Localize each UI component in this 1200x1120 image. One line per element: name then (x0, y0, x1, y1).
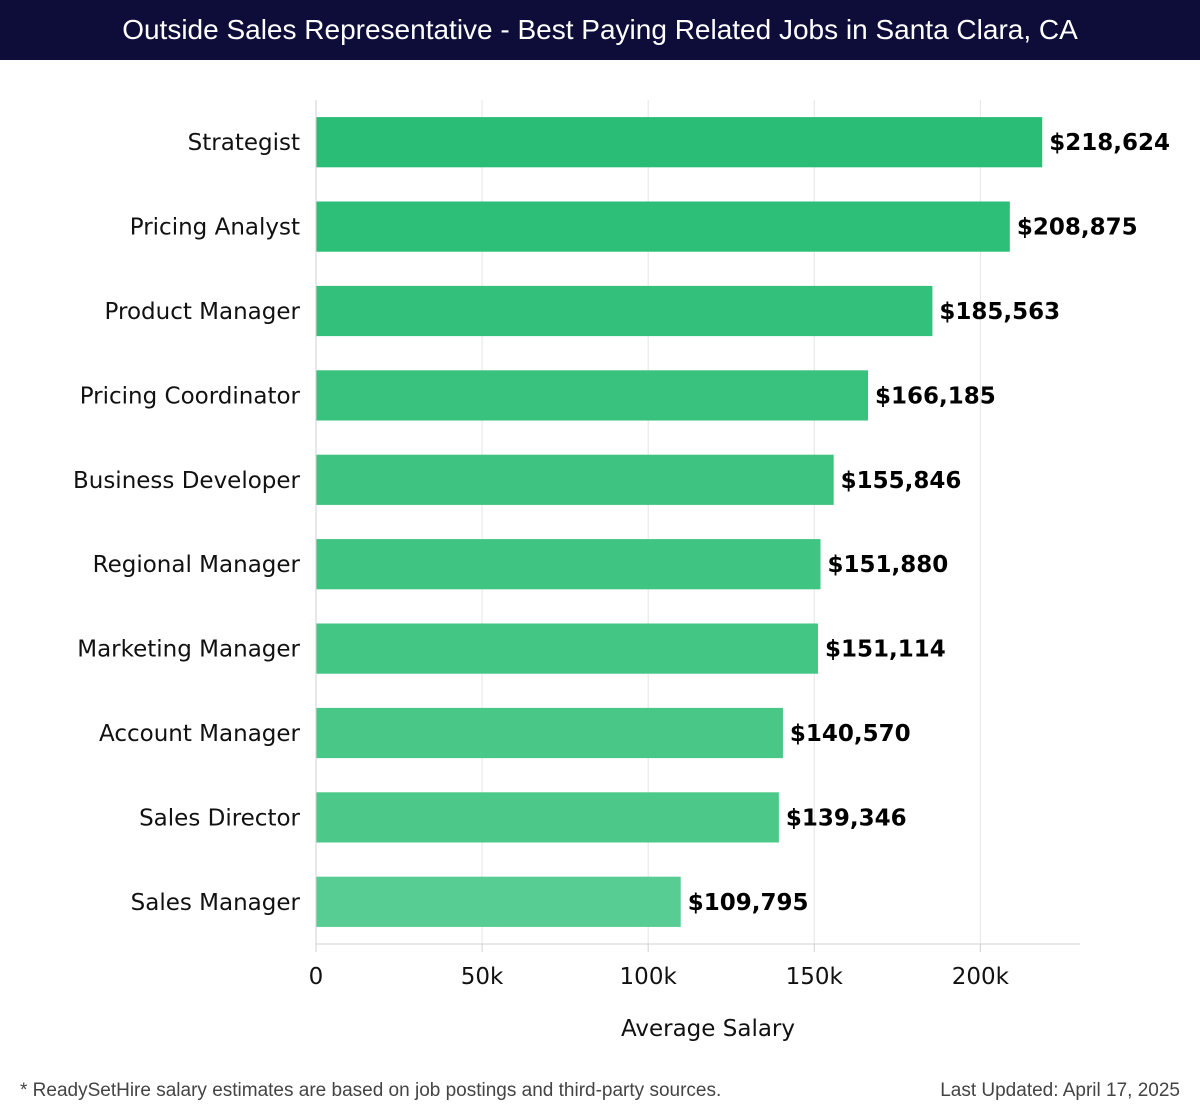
value-label: $208,875 (1017, 215, 1138, 241)
tick-label: 50k (461, 964, 504, 990)
x-axis-title: Average Salary (621, 1016, 795, 1042)
value-label: $151,880 (828, 552, 949, 578)
category-label: Sales Director (139, 805, 300, 831)
chart-title: Outside Sales Representative - Best Payi… (0, 0, 1200, 60)
bar-chart: Strategist $218,624 Pricing Analyst $208,87… (73, 100, 1170, 1042)
bar (316, 876, 681, 927)
value-label: $155,846 (841, 468, 962, 494)
value-label: $151,114 (825, 637, 946, 663)
tick-label: 100k (620, 964, 678, 990)
tick-label: 0 (309, 964, 324, 990)
bar (316, 370, 869, 421)
bar (316, 707, 783, 759)
bar (316, 117, 1043, 168)
bar (316, 454, 834, 505)
value-label: $166,185 (875, 383, 996, 409)
category-label: Sales Manager (131, 890, 301, 916)
bar (316, 285, 933, 337)
tick-label: 200k (952, 964, 1010, 990)
value-label: $140,570 (790, 721, 911, 747)
value-label: $185,563 (939, 299, 1060, 325)
category-label: Strategist (188, 130, 300, 156)
bar (316, 539, 821, 590)
category-label: Business Developer (73, 468, 301, 494)
category-label: Pricing Analyst (130, 215, 300, 241)
category-label: Account Manager (99, 721, 301, 747)
bars: Strategist $218,624 Pricing Analyst $208,87… (73, 117, 1170, 927)
x-axis: 0 50k 100k 150k 200k Average Salary (309, 100, 1080, 1042)
footer-note: * ReadySetHire salary estimates are base… (20, 1080, 722, 1101)
category-label: Pricing Coordinator (80, 383, 301, 409)
last-updated: Last Updated: April 17, 2025 (940, 1080, 1180, 1101)
value-label: $218,624 (1049, 130, 1170, 156)
category-label: Product Manager (105, 299, 301, 325)
category-label: Regional Manager (93, 552, 301, 578)
category-label: Marketing Manager (77, 637, 300, 663)
bar (316, 201, 1010, 252)
value-label: $139,346 (786, 805, 907, 831)
value-label: $109,795 (688, 890, 809, 916)
bar (316, 792, 779, 843)
tick-label: 150k (786, 964, 844, 990)
bar (316, 623, 818, 674)
